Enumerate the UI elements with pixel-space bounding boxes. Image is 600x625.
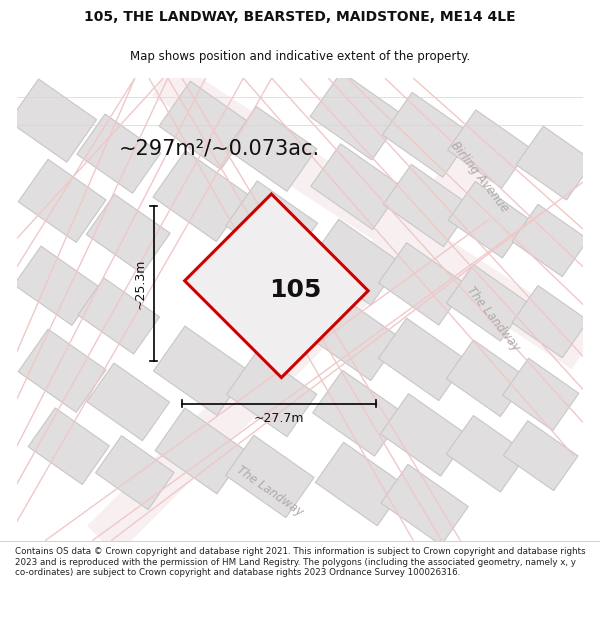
Polygon shape	[153, 151, 249, 241]
Polygon shape	[512, 286, 588, 357]
Text: The Landway: The Landway	[464, 284, 523, 354]
Polygon shape	[227, 352, 317, 437]
Polygon shape	[18, 329, 106, 412]
Text: ~27.7m: ~27.7m	[254, 412, 304, 426]
Polygon shape	[503, 421, 578, 491]
Polygon shape	[227, 106, 317, 191]
Polygon shape	[86, 194, 170, 274]
Polygon shape	[185, 194, 368, 378]
Polygon shape	[382, 92, 472, 177]
Polygon shape	[18, 159, 106, 242]
Polygon shape	[95, 436, 174, 509]
Text: Birling Avenue: Birling Avenue	[448, 139, 511, 215]
Polygon shape	[512, 204, 588, 277]
Polygon shape	[448, 110, 530, 188]
Polygon shape	[516, 126, 593, 200]
Polygon shape	[446, 264, 527, 341]
Polygon shape	[14, 246, 99, 326]
Polygon shape	[154, 326, 248, 416]
Polygon shape	[446, 340, 527, 416]
Text: ~297m²/~0.073ac.: ~297m²/~0.073ac.	[119, 139, 320, 159]
Polygon shape	[28, 408, 109, 484]
Text: Contains OS data © Crown copyright and database right 2021. This information is : Contains OS data © Crown copyright and d…	[15, 548, 586, 577]
Polygon shape	[311, 144, 403, 229]
Polygon shape	[155, 408, 247, 494]
Polygon shape	[9, 79, 97, 162]
Polygon shape	[78, 278, 160, 354]
Polygon shape	[313, 370, 404, 456]
Polygon shape	[77, 114, 161, 193]
Text: Map shows position and indicative extent of the property.: Map shows position and indicative extent…	[130, 50, 470, 62]
Polygon shape	[159, 81, 252, 169]
Polygon shape	[379, 242, 467, 325]
Text: 105, THE LANDWAY, BEARSTED, MAIDSTONE, ME14 4LE: 105, THE LANDWAY, BEARSTED, MAIDSTONE, M…	[84, 10, 516, 24]
Text: 105: 105	[269, 279, 322, 302]
Polygon shape	[380, 394, 469, 476]
Text: The Landway: The Landway	[234, 464, 305, 519]
Polygon shape	[310, 72, 403, 160]
Polygon shape	[309, 295, 401, 381]
Polygon shape	[87, 363, 170, 441]
Polygon shape	[309, 219, 401, 305]
Polygon shape	[503, 358, 579, 431]
Polygon shape	[226, 435, 314, 518]
Polygon shape	[379, 318, 467, 401]
Polygon shape	[316, 442, 406, 526]
Text: ~25.3m: ~25.3m	[134, 258, 147, 309]
Polygon shape	[226, 181, 317, 268]
Polygon shape	[448, 181, 529, 258]
Polygon shape	[381, 464, 468, 545]
Polygon shape	[383, 164, 472, 247]
Polygon shape	[446, 416, 527, 492]
